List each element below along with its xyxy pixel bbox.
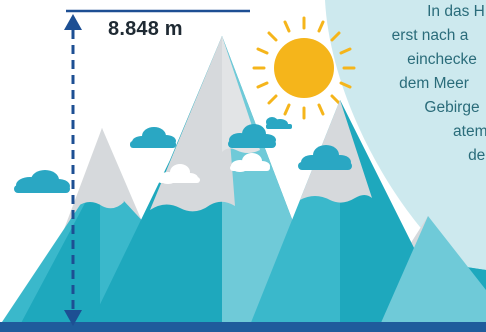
cloud-icon <box>130 127 176 148</box>
sun-icon <box>252 16 356 120</box>
mountain-far-right <box>380 216 486 325</box>
ground-strip <box>0 322 486 332</box>
caption-line: ateml <box>453 123 486 140</box>
caption-line: Gebirge <box>424 99 480 116</box>
speech-bubble <box>325 0 486 290</box>
mountain-center-light <box>222 36 360 325</box>
cloud-icon <box>158 164 200 184</box>
snowline-left <box>78 128 124 209</box>
snowline-center-right <box>222 36 260 153</box>
cloud-icon <box>14 170 70 193</box>
caption-line: dem Meer <box>399 75 469 92</box>
caption-line: In das H <box>427 3 485 20</box>
caption-text: In das H erst nach a einchecke dem Meer … <box>330 0 486 168</box>
cloud-icon <box>298 145 352 170</box>
caption-line: erst nach a <box>391 27 469 44</box>
cloud-icon <box>266 117 292 129</box>
caption-line: den <box>468 147 486 164</box>
cloud-icon <box>230 153 270 172</box>
height-arrow-icon <box>64 14 82 326</box>
height-label: 8.848 m <box>108 18 183 40</box>
snowline-center <box>150 36 235 212</box>
cloud-icon <box>228 124 276 148</box>
mountain-left-shade <box>20 175 100 325</box>
caption-line: einchecke <box>407 51 477 68</box>
